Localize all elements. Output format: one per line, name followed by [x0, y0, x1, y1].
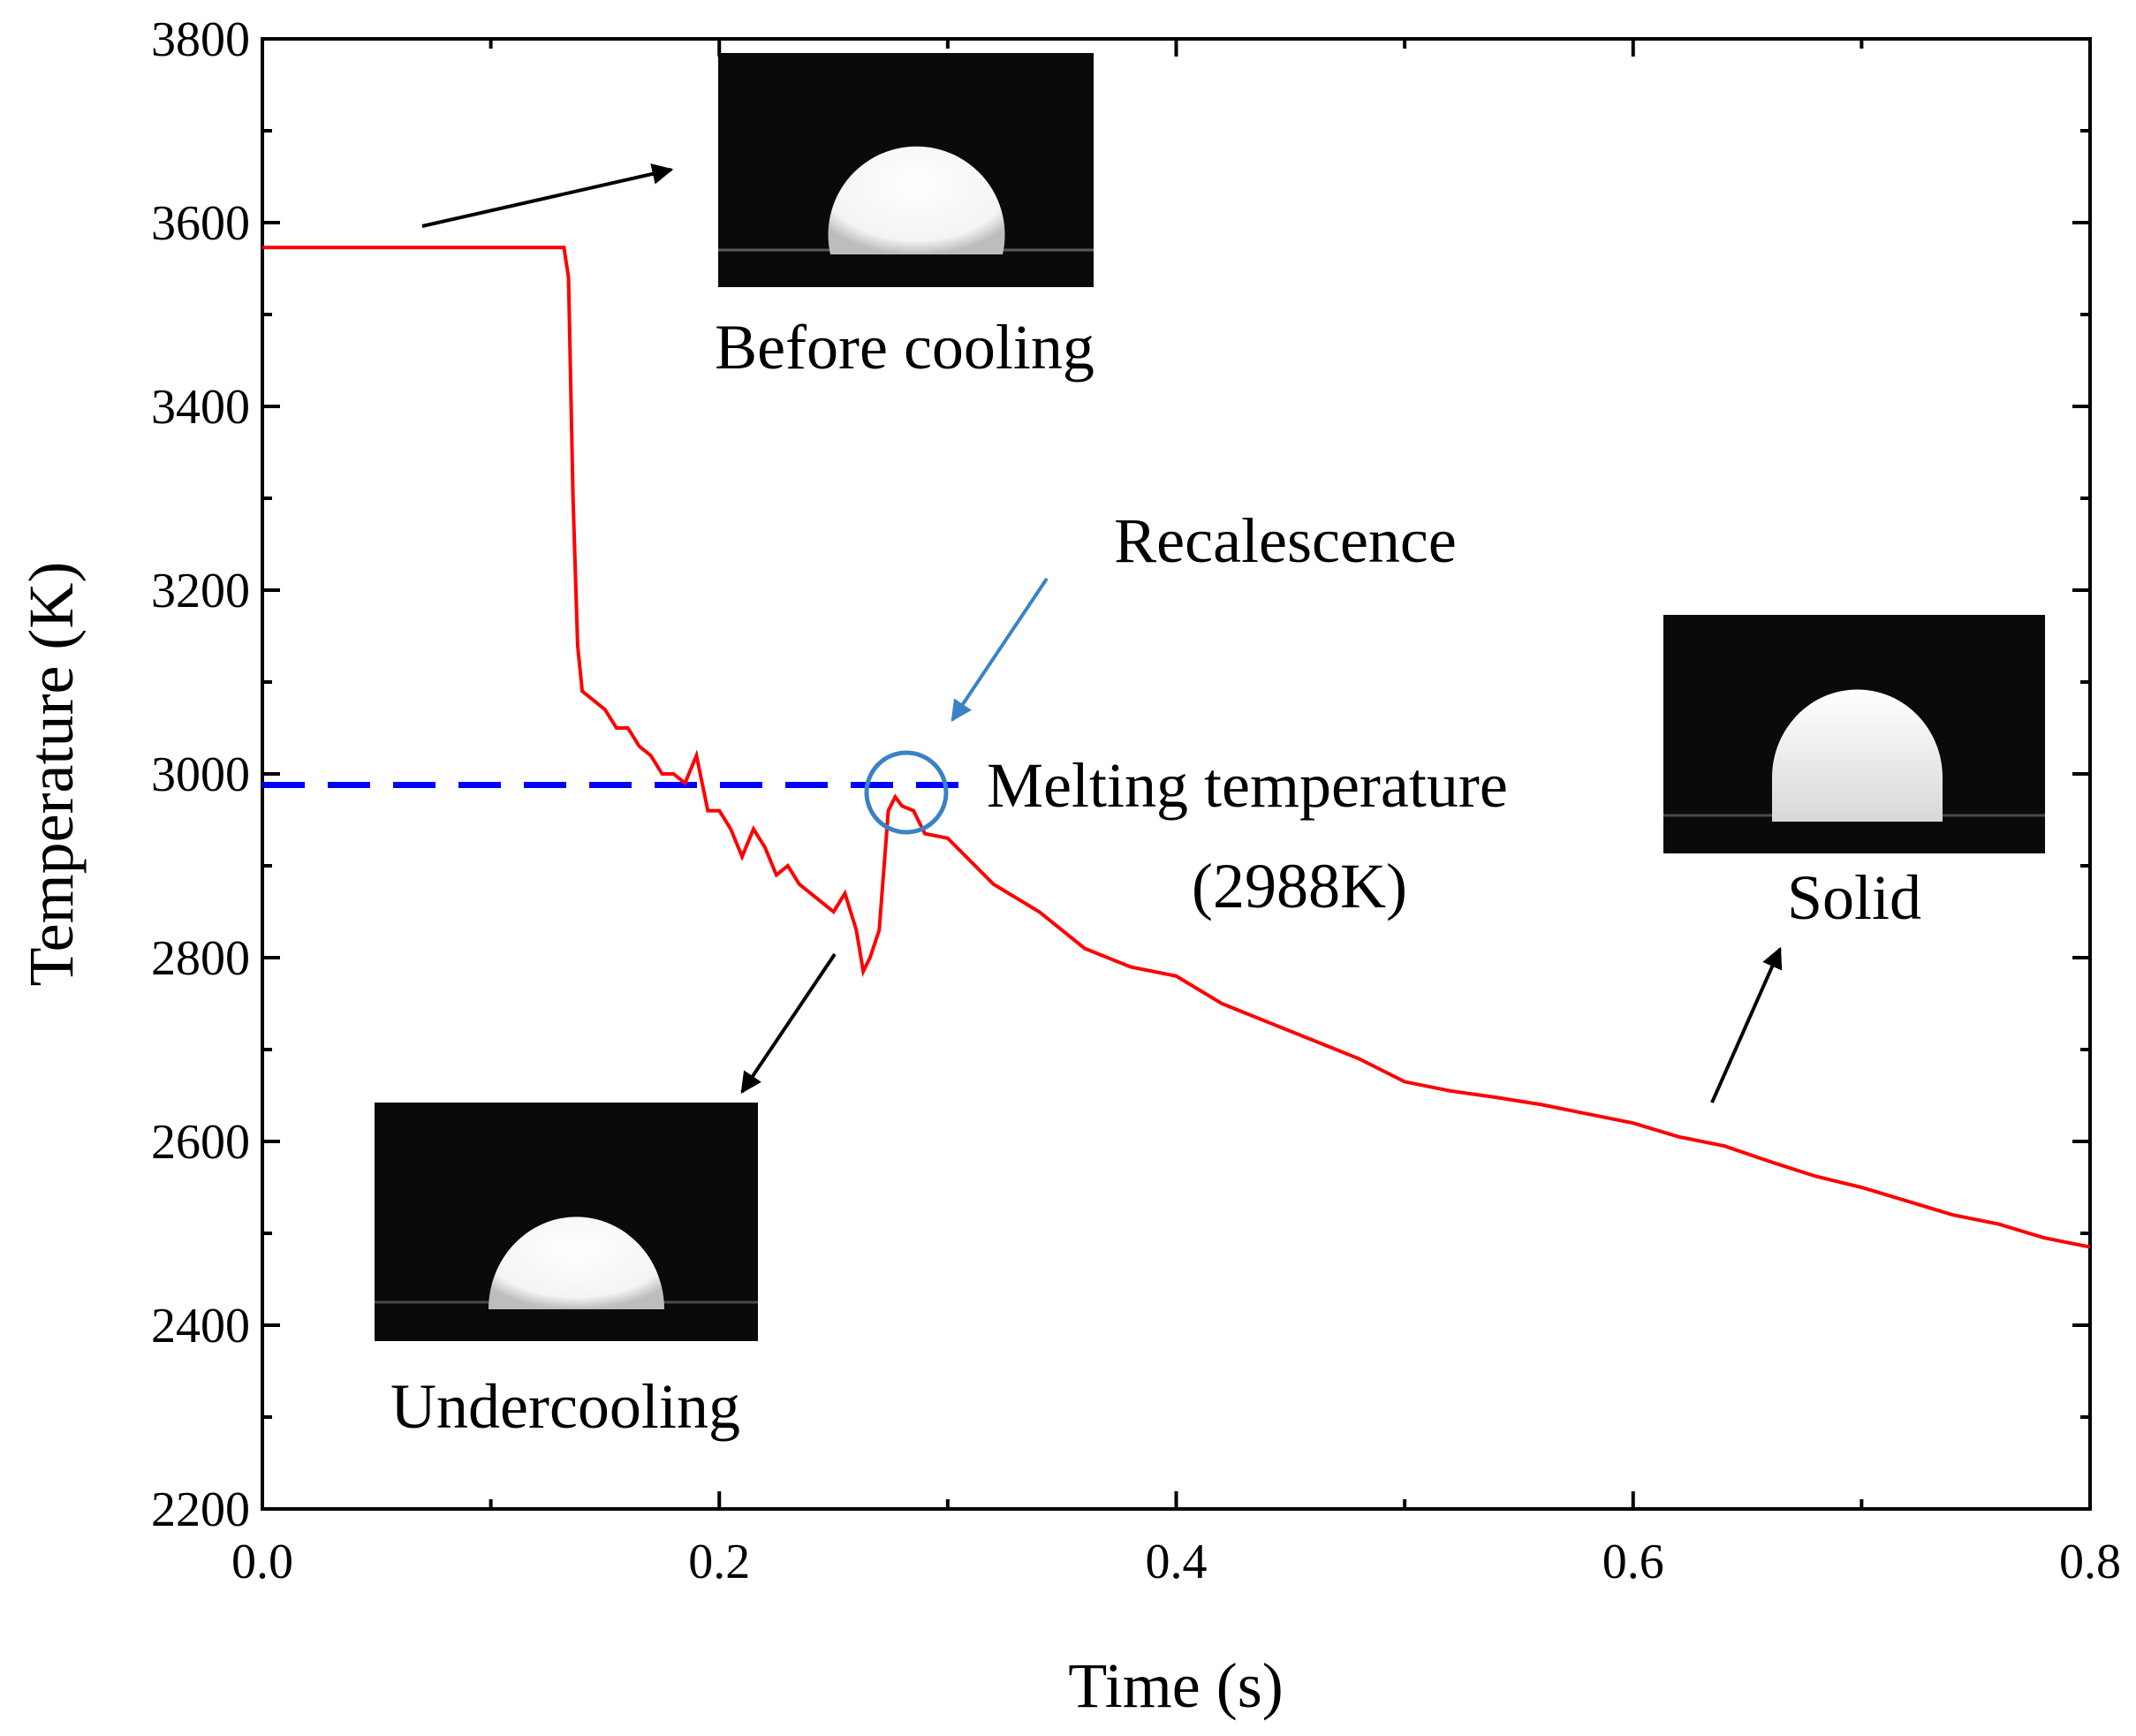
- inset-before-cooling: [718, 53, 1094, 287]
- y-tick-label: 3400: [151, 380, 250, 435]
- label-recalescence: Recalescence: [1114, 505, 1457, 576]
- y-axis-title: Temperature (K): [16, 562, 87, 987]
- y-tick-label: 3600: [151, 196, 250, 251]
- y-tick-label: 3200: [151, 564, 250, 618]
- label-melting-value: (2988K): [1192, 851, 1407, 921]
- x-tick-label: 0.0: [231, 1535, 293, 1589]
- y-tick-label: 3000: [151, 747, 250, 802]
- arrow-recalescence: [951, 577, 1049, 722]
- x-axis-title: Time (s): [1068, 1650, 1283, 1721]
- arrow-before-cooling: [421, 163, 674, 228]
- label-before-cooling: Before cooling: [715, 312, 1095, 383]
- label-melting-temperature: Melting temperature: [987, 750, 1508, 821]
- y-tick-label: 3800: [151, 12, 250, 67]
- y-axis: 2200 2400 2600 2800 3000 3200 3400 3600 3800: [151, 12, 2090, 1537]
- y-tick-label: 2600: [151, 1115, 250, 1170]
- inset-solid: [1663, 615, 2045, 853]
- x-tick-label: 0.4: [1146, 1535, 1208, 1589]
- x-tick-label: 0.8: [2059, 1535, 2121, 1589]
- x-tick-label: 0.6: [1602, 1535, 1664, 1589]
- label-undercooling: Undercooling: [390, 1371, 740, 1442]
- label-solid: Solid: [1787, 862, 1921, 933]
- y-tick-label: 2800: [151, 931, 250, 986]
- arrow-undercooling: [740, 952, 837, 1094]
- y-tick-label: 2200: [151, 1482, 250, 1537]
- y-tick-label: 2400: [151, 1299, 250, 1353]
- arrow-solid: [1710, 946, 1783, 1103]
- x-tick-label: 0.2: [688, 1535, 750, 1589]
- x-axis: 0.0 0.2 0.4 0.6 0.8: [231, 39, 2121, 1589]
- recalescence-circle: [864, 750, 949, 835]
- inset-undercooling: [375, 1103, 758, 1341]
- temperature-curve: [262, 246, 2090, 1249]
